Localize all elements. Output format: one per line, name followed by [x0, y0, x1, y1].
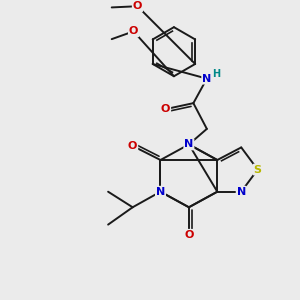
Text: H: H: [212, 69, 220, 79]
Text: O: O: [184, 230, 194, 240]
Text: S: S: [254, 165, 262, 175]
Text: N: N: [156, 187, 165, 197]
Text: O: O: [133, 1, 142, 11]
Text: O: O: [129, 26, 138, 36]
Text: N: N: [184, 140, 194, 149]
Text: O: O: [128, 141, 137, 151]
Text: N: N: [237, 187, 246, 197]
Text: O: O: [161, 104, 170, 114]
Text: N: N: [202, 74, 212, 84]
